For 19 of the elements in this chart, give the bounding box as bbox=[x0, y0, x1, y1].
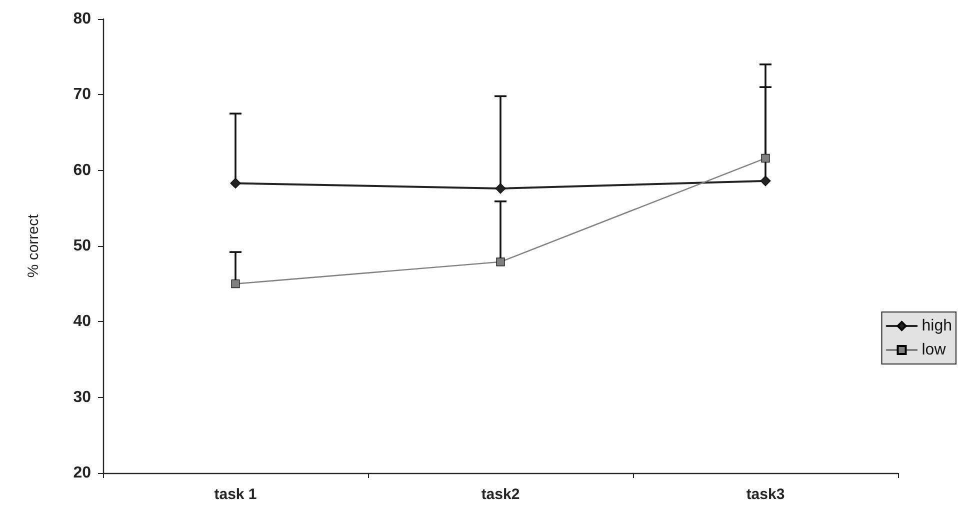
x-tick-label: task2 bbox=[481, 486, 520, 503]
y-axis-title: % correct bbox=[25, 214, 42, 278]
x-tick-label: task 1 bbox=[214, 486, 257, 503]
point bbox=[495, 183, 506, 194]
y-tick-label: 20 bbox=[73, 464, 92, 482]
y-tick-label: 40 bbox=[73, 313, 92, 330]
point bbox=[760, 176, 771, 186]
y-tick-label: 60 bbox=[73, 162, 92, 179]
y-tick-label: 30 bbox=[73, 388, 92, 406]
x-tick-label: task3 bbox=[746, 486, 785, 503]
point bbox=[230, 178, 241, 188]
legend-label: high bbox=[922, 318, 952, 334]
legend-label: low bbox=[922, 342, 946, 358]
point bbox=[496, 258, 505, 266]
point bbox=[231, 280, 240, 288]
y-tick-label: 50 bbox=[73, 238, 92, 254]
y-tick-label: 80 bbox=[73, 10, 92, 28]
y-tick-label: 70 bbox=[73, 86, 92, 104]
point bbox=[761, 154, 770, 163]
